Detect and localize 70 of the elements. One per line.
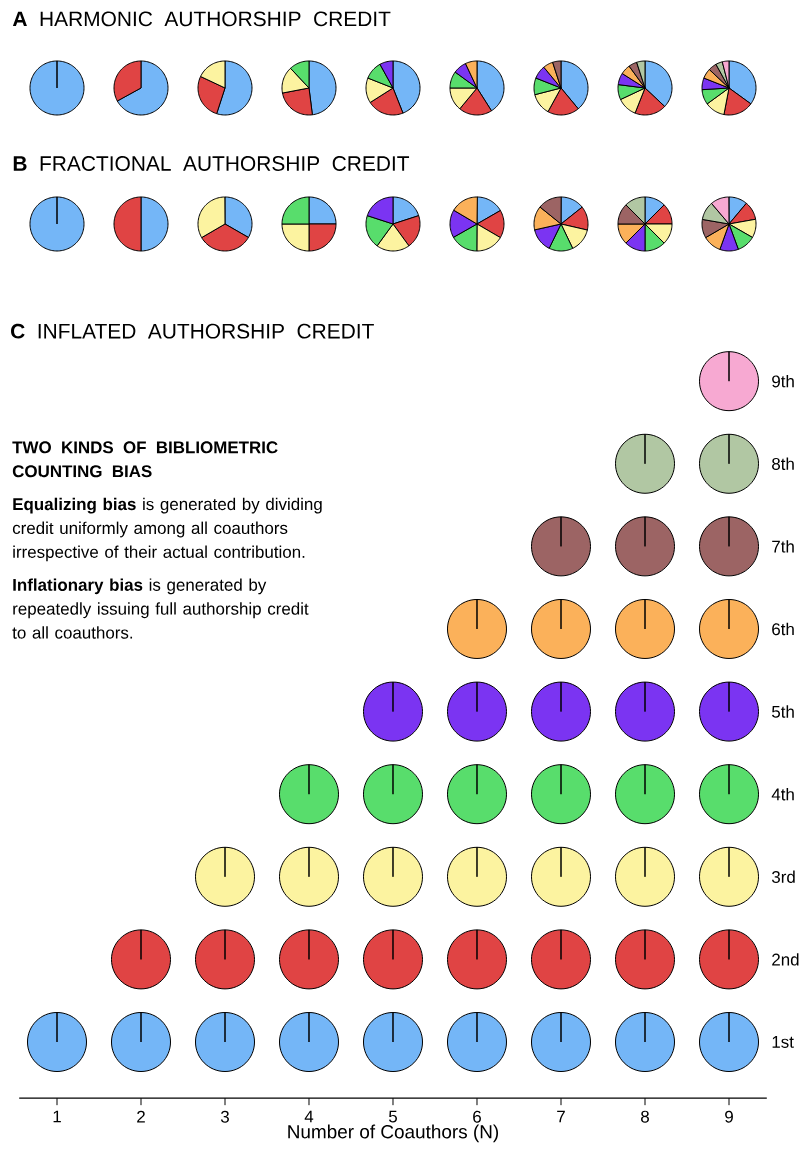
point xyxy=(195,1012,255,1072)
x-tick-label: 7 xyxy=(557,1110,565,1123)
point xyxy=(699,1012,759,1072)
y-tick-label: 3rd xyxy=(771,870,795,884)
point xyxy=(699,929,759,990)
x-tick-label: 2 xyxy=(137,1110,145,1123)
point xyxy=(615,433,675,494)
chart-title: C INFLATED AUTHORSHIP CREDIT xyxy=(11,323,374,339)
point xyxy=(447,1012,507,1072)
annotation: TWO KINDS OF BIBLIOMETRIC COUNTING BIAS xyxy=(12,441,278,478)
point xyxy=(531,598,591,659)
text: A HARMONIC AUTHORSHIP CREDIT xyxy=(12,11,391,27)
point xyxy=(447,929,507,990)
x-tick-label: 6 xyxy=(473,1110,481,1123)
point xyxy=(279,846,339,907)
y-tick-label: 9th xyxy=(772,374,794,388)
point xyxy=(699,433,759,494)
y-tick-label: 8th xyxy=(772,457,794,470)
point xyxy=(615,516,675,577)
annotation: Equalizing bias is generated by dividing credit uniformly among all coauthors irrespective of their actual contribution. xyxy=(12,497,322,562)
point xyxy=(531,846,591,907)
point xyxy=(111,1012,171,1072)
point xyxy=(531,1012,591,1072)
y-tick-label: 1st xyxy=(772,1036,794,1048)
point xyxy=(447,846,507,907)
point xyxy=(615,764,675,825)
point xyxy=(699,516,759,577)
point xyxy=(531,929,591,990)
point xyxy=(363,764,423,825)
point xyxy=(615,1012,675,1072)
point xyxy=(363,681,423,742)
point xyxy=(195,846,255,907)
annotation: Inflationary bias is generated by repeatedly issuing full authorship credit to all coauthors. xyxy=(12,578,309,639)
point xyxy=(447,764,507,825)
point xyxy=(111,929,171,990)
point xyxy=(447,598,507,659)
x-tick-label: 1 xyxy=(53,1110,61,1123)
point xyxy=(279,1012,339,1072)
point xyxy=(363,929,423,990)
x-axis-title: Number of Coauthors (N) xyxy=(288,1124,499,1143)
point xyxy=(447,681,507,742)
point xyxy=(279,764,339,825)
x-tick-label: 8 xyxy=(641,1110,649,1123)
point xyxy=(699,681,759,742)
point xyxy=(615,846,675,907)
point xyxy=(699,846,759,907)
x-tick-label: 4 xyxy=(304,1110,314,1123)
point xyxy=(531,516,591,577)
y-tick-label: 5th xyxy=(771,705,794,718)
point xyxy=(615,681,675,742)
point xyxy=(699,764,759,825)
point xyxy=(699,598,759,659)
y-tick-label: 7th xyxy=(772,540,794,553)
point xyxy=(27,1012,87,1072)
y-tick-label: 2nd xyxy=(772,953,799,966)
y-tick-label: 6th xyxy=(772,622,794,636)
point xyxy=(615,929,675,990)
text: B FRACTIONAL AUTHORSHIP CREDIT xyxy=(13,156,410,171)
x-tick-label: 9 xyxy=(725,1110,733,1123)
point xyxy=(615,598,675,659)
x-tick-label: 3 xyxy=(220,1110,229,1123)
y-tick-label: 4th xyxy=(771,787,794,801)
point xyxy=(195,929,255,990)
point xyxy=(699,351,759,412)
point xyxy=(531,764,591,825)
point xyxy=(363,1012,423,1072)
point xyxy=(531,681,591,742)
point xyxy=(279,929,339,990)
point xyxy=(363,846,423,907)
x-tick-label: 5 xyxy=(388,1110,397,1123)
